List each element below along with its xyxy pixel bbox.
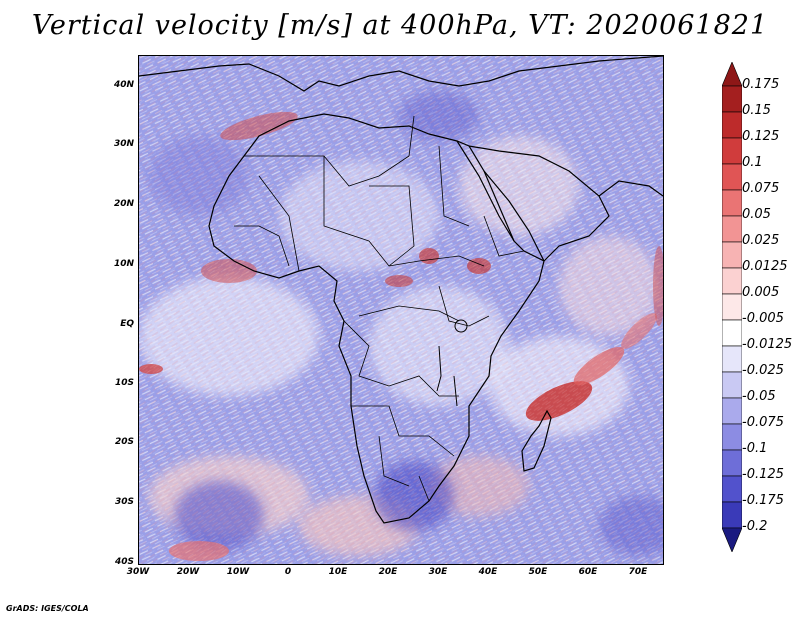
colorbar-level-label: 0.1 [742, 155, 763, 170]
lakes [436, 319, 468, 407]
colorbar-swatch [722, 215, 742, 243]
lat-tick-label: 20N [113, 199, 134, 209]
lon-tick-label: 20E [378, 567, 398, 577]
colorbar-level-label: 0.05 [742, 207, 771, 222]
lat-tick-label: 30S [114, 497, 134, 507]
colorbar [722, 62, 742, 552]
lat-tick-label: 30N [113, 139, 134, 149]
colorbar-swatch [722, 371, 742, 399]
colorbar-swatch [722, 423, 742, 451]
colorbar-swatch [722, 137, 742, 165]
colorbar-bottom-arrow [722, 527, 742, 552]
credit-label: GrADS: IGES/COLA [6, 604, 89, 613]
colorbar-swatch [722, 267, 742, 295]
colorbar-swatch [722, 163, 742, 191]
colorbar-level-label: -0.025 [742, 363, 784, 378]
field-ascent-regions [139, 56, 663, 564]
colorbar-swatch [722, 111, 742, 139]
colorbar-level-label: -0.125 [742, 467, 784, 482]
colorbar-level-label: -0.2 [742, 519, 768, 534]
colorbar-swatch [722, 397, 742, 425]
lat-tick-label: 20S [114, 437, 134, 447]
lon-tick-label: 10W [226, 567, 250, 577]
colorbar-swatch [722, 345, 742, 373]
lon-tick-label: 60E [578, 567, 598, 577]
colorbar-level-label: -0.075 [742, 415, 784, 430]
colorbar-level-label: 0.15 [742, 103, 771, 118]
coastlines [139, 56, 663, 524]
lon-tick-label: 20W [176, 567, 200, 577]
country-borders [234, 115, 525, 502]
colorbar-level-label: -0.175 [742, 493, 784, 508]
colorbar-level-label: -0.05 [742, 389, 776, 404]
lon-tick-label: 40E [478, 567, 498, 577]
colorbar-swatch [722, 449, 742, 477]
lat-tick-label: 10S [114, 378, 134, 388]
lon-tick-label: 30W [126, 567, 150, 577]
colorbar-level-label: -0.0125 [742, 337, 793, 352]
colorbar-level-label: 0.125 [742, 129, 780, 144]
colorbar-swatch [722, 241, 742, 269]
plot-title: Vertical velocity [m/s] at 400hPa, VT: 2… [31, 10, 769, 41]
colorbar-level-label: 0.175 [742, 77, 780, 92]
lon-tick-label: 10E [328, 567, 348, 577]
colorbar-swatch [722, 293, 742, 321]
colorbar-swatch [722, 85, 742, 113]
colorbar-level-label: 0.005 [742, 285, 780, 300]
colorbar-swatch [722, 501, 742, 529]
vertical-velocity-map [138, 55, 664, 565]
colorbar-swatch [722, 189, 742, 217]
colorbar-level-label: 0.025 [742, 233, 780, 248]
lat-tick-label: EQ [120, 319, 134, 329]
lon-tick-label: 50E [528, 567, 548, 577]
colorbar-swatch [722, 475, 742, 503]
lon-tick-label: 70E [628, 567, 648, 577]
lon-tick-label: 0 [284, 567, 292, 577]
colorbar-top-arrow [722, 62, 742, 87]
colorbar-level-label: 0.0125 [742, 259, 788, 274]
colorbar-level-label: 0.075 [742, 181, 780, 196]
lat-tick-label: 40N [113, 80, 134, 90]
lat-tick-label: 10N [113, 259, 134, 269]
lon-tick-label: 30E [428, 567, 448, 577]
colorbar-swatch [722, 319, 742, 347]
colorbar-level-label: -0.1 [742, 441, 768, 456]
colorbar-level-label: -0.005 [742, 311, 784, 326]
lat-tick-label: 40S [114, 557, 134, 567]
map-canvas [139, 56, 663, 564]
